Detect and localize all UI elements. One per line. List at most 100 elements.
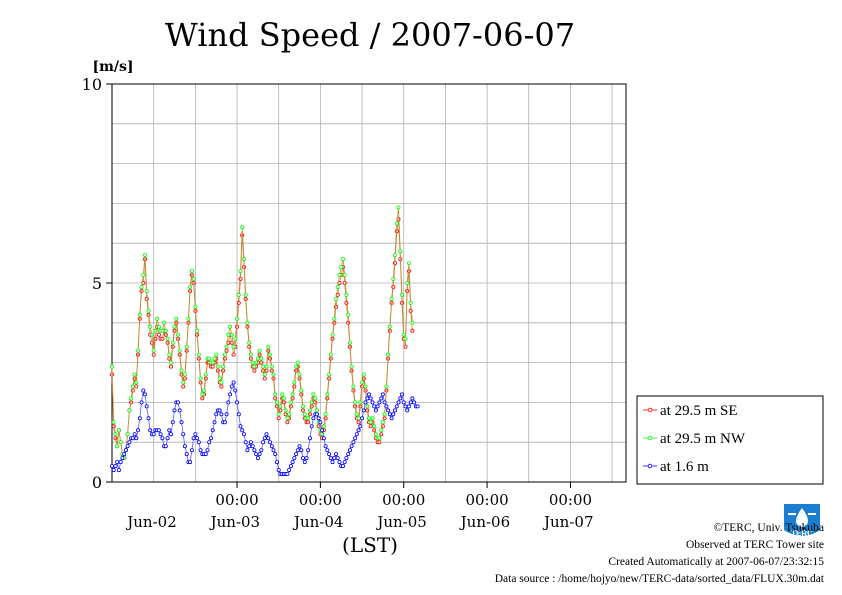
y-tick-label: 0 bbox=[92, 473, 102, 492]
data-point bbox=[335, 284, 340, 289]
data-point bbox=[266, 436, 271, 441]
data-point bbox=[318, 420, 323, 425]
series-line bbox=[111, 381, 418, 475]
data-point bbox=[250, 444, 255, 449]
data-point bbox=[177, 348, 182, 353]
data-point bbox=[333, 452, 338, 457]
data-point bbox=[408, 400, 413, 405]
data-point bbox=[200, 392, 205, 397]
data-point bbox=[116, 468, 121, 473]
data-point bbox=[212, 420, 217, 425]
x-tick-label: 00:00 bbox=[215, 491, 258, 509]
data-point bbox=[139, 284, 144, 289]
data-point bbox=[271, 448, 276, 453]
data-point bbox=[405, 408, 410, 413]
data-point bbox=[327, 452, 332, 457]
y-ticks: 0 5 10 bbox=[82, 75, 112, 492]
series-1 bbox=[110, 217, 415, 461]
data-point bbox=[254, 452, 259, 457]
data-point bbox=[307, 436, 312, 441]
data-point bbox=[139, 400, 144, 405]
data-point bbox=[231, 380, 236, 385]
data-point bbox=[325, 392, 330, 397]
data-point bbox=[391, 276, 396, 281]
data-point bbox=[240, 428, 245, 433]
data-point bbox=[306, 420, 311, 425]
x-date-label: Jun-06 bbox=[459, 513, 511, 531]
data-point bbox=[168, 360, 173, 365]
data-point bbox=[156, 428, 161, 433]
data-point bbox=[375, 404, 380, 409]
data-point bbox=[134, 380, 139, 385]
x-date-label: Jun-07 bbox=[542, 513, 594, 531]
data-point bbox=[415, 404, 420, 409]
data-point bbox=[241, 257, 246, 262]
data-point bbox=[195, 328, 200, 333]
data-point bbox=[361, 372, 366, 377]
data-point bbox=[325, 448, 330, 453]
x-date-label: Jun-02 bbox=[125, 513, 177, 531]
data-point bbox=[290, 460, 295, 465]
data-point bbox=[151, 432, 156, 437]
data-point bbox=[252, 364, 257, 369]
data-point bbox=[151, 352, 156, 357]
data-point bbox=[132, 372, 137, 377]
data-point bbox=[184, 344, 189, 349]
data-point bbox=[379, 396, 384, 401]
data-point bbox=[302, 412, 307, 417]
data-point bbox=[144, 288, 149, 293]
data-point bbox=[280, 392, 285, 397]
data-point bbox=[115, 460, 120, 465]
data-point bbox=[165, 436, 170, 441]
credits: ©TERC, Univ. Tsukuba Observed at TERC To… bbox=[495, 520, 824, 588]
data-point bbox=[177, 408, 182, 413]
y-tick-label: 5 bbox=[92, 274, 102, 293]
series-line bbox=[111, 207, 413, 460]
data-point bbox=[219, 412, 224, 417]
data-point bbox=[228, 324, 233, 329]
data-point bbox=[148, 428, 153, 433]
data-point bbox=[276, 416, 281, 421]
data-point bbox=[273, 392, 278, 397]
data-point bbox=[328, 352, 333, 357]
data-point bbox=[250, 360, 255, 365]
legend-label: at 1.6 m bbox=[660, 459, 709, 475]
data-point bbox=[394, 221, 399, 226]
data-point bbox=[153, 328, 158, 333]
data-point bbox=[344, 292, 349, 297]
data-point bbox=[137, 312, 142, 317]
data-point bbox=[261, 440, 266, 445]
data-point bbox=[372, 404, 377, 409]
data-point bbox=[198, 376, 203, 381]
data-point bbox=[349, 364, 354, 369]
data-point bbox=[346, 312, 351, 317]
data-point bbox=[356, 416, 361, 421]
data-point bbox=[210, 364, 215, 369]
data-point bbox=[174, 316, 179, 321]
data-point bbox=[269, 364, 274, 369]
data-point bbox=[111, 420, 116, 425]
data-point bbox=[387, 412, 392, 417]
data-point bbox=[347, 340, 352, 345]
data-point bbox=[160, 328, 165, 333]
data-point bbox=[151, 348, 156, 353]
data-point bbox=[205, 448, 210, 453]
data-point bbox=[360, 416, 365, 421]
data-point bbox=[321, 436, 326, 441]
data-point bbox=[368, 396, 373, 401]
data-point bbox=[226, 332, 231, 337]
data-point bbox=[403, 404, 408, 409]
legend-swatch-marker bbox=[647, 407, 653, 413]
data-point bbox=[288, 400, 293, 405]
data-point bbox=[134, 436, 139, 441]
data-point bbox=[135, 428, 140, 433]
legend: at 29.5 m SE at 29.5 m NW at 1.6 m bbox=[636, 395, 824, 485]
data-point bbox=[368, 420, 373, 425]
data-point bbox=[354, 412, 359, 417]
data-point bbox=[224, 412, 229, 417]
data-point bbox=[125, 444, 130, 449]
data-point bbox=[384, 384, 389, 389]
data-point bbox=[129, 396, 134, 401]
data-point bbox=[344, 456, 349, 461]
data-point bbox=[330, 460, 335, 465]
